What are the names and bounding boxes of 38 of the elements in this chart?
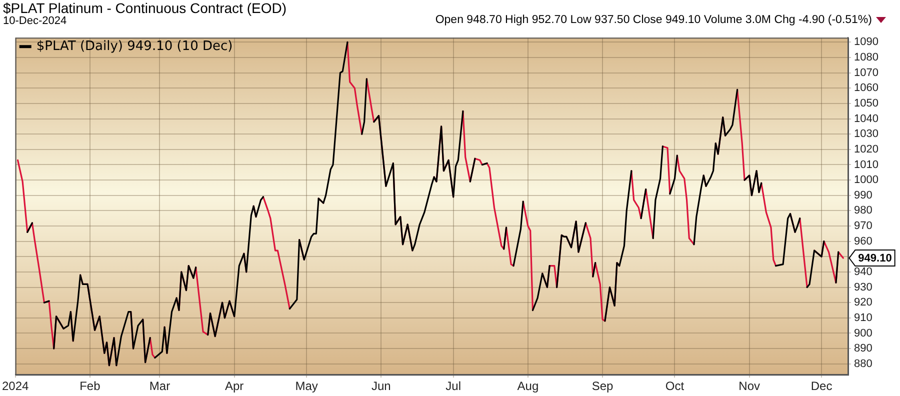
- y-tick-label: 990: [854, 189, 872, 202]
- x-tick-label: Apr: [224, 379, 244, 394]
- x-tick-label: Nov: [738, 379, 760, 394]
- chart-subtitle: 10-Dec-2024: [3, 15, 67, 27]
- y-tick-label: 1090: [854, 36, 878, 48]
- y-tick-label: 1040: [854, 112, 878, 125]
- x-tick-label: Jul: [446, 379, 462, 394]
- x-tick-label: May: [295, 379, 318, 394]
- x-tick-label: Aug: [517, 379, 539, 394]
- x-tick-label: Jun: [371, 379, 391, 394]
- y-tick-label: 890: [854, 342, 872, 355]
- y-tick-label: 1070: [854, 66, 878, 79]
- y-tick-label: 1020: [854, 143, 878, 156]
- y-tick-label: 910: [854, 312, 872, 324]
- x-tick-label: Sep: [592, 379, 614, 394]
- y-tick-label: 1060: [854, 82, 878, 94]
- x-tick-label: Mar: [149, 379, 170, 394]
- x-tick-label: Feb: [80, 379, 101, 394]
- y-tick-label: 880: [854, 358, 872, 370]
- y-tick-label: 1000: [854, 174, 878, 186]
- y-tick-label: 970: [854, 220, 872, 232]
- text: Open 948.70 High 952.70 Low 937.50 Close 949.10 Volume 3.0M Chg -4.90 (-0.51%): [435, 14, 872, 26]
- y-tick-label: 980: [854, 204, 872, 217]
- y-tick-label: 1050: [854, 98, 878, 110]
- x-tick-label: Oct: [665, 379, 685, 394]
- x-tick-label: 2024: [2, 379, 30, 394]
- y-tick-label: 930: [854, 281, 872, 294]
- annotation: 949.10: [858, 252, 892, 265]
- y-tick-label: 1010: [854, 158, 878, 171]
- y-tick-label: 1080: [854, 52, 878, 64]
- y-tick-label: 920: [854, 296, 872, 309]
- y-tick-label: 940: [854, 266, 872, 278]
- legend-label: $PLAT (Daily) 949.10 (10 Dec): [36, 38, 233, 54]
- y-tick-label: 960: [854, 235, 872, 248]
- y-tick-label: 900: [854, 327, 872, 340]
- y-tick-label: 1030: [854, 128, 878, 140]
- x-tick-label: Dec: [810, 379, 832, 394]
- chart-title: $PLAT Platinum - Continuous Contract (EOD): [3, 0, 286, 16]
